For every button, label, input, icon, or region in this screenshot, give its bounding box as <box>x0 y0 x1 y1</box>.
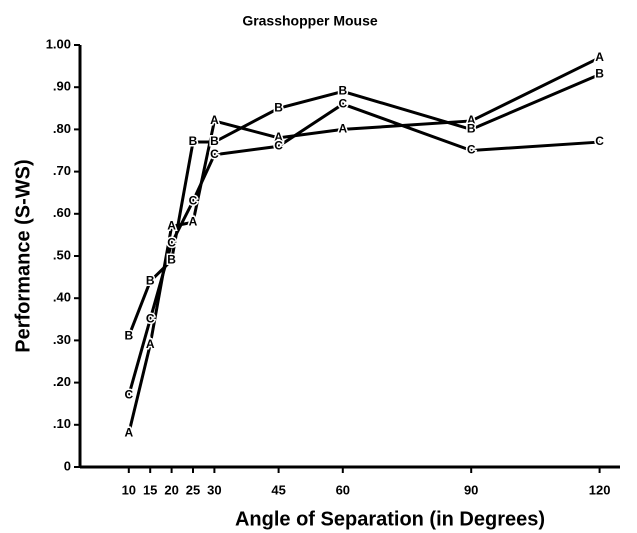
point-marker: C <box>210 147 219 161</box>
point-marker: B <box>189 134 198 148</box>
x-tick-label: 90 <box>464 482 478 497</box>
y-tick-label: .70 <box>53 163 71 178</box>
point-marker: C <box>167 236 176 250</box>
x-tick-label: 10 <box>122 482 136 497</box>
y-tick-label: .90 <box>53 79 71 94</box>
point-marker: B <box>467 122 476 136</box>
point-marker: B <box>595 67 604 81</box>
series-line <box>127 73 601 337</box>
point-marker: B <box>210 134 219 148</box>
point-marker: C <box>274 138 283 152</box>
y-tick-label: .80 <box>53 121 71 136</box>
y-tick-label: 1.00 <box>46 36 71 51</box>
x-tick-label: 45 <box>271 482 285 497</box>
x-axis-label: Angle of Separation (in Degrees) <box>235 508 545 530</box>
x-tick-label: 60 <box>336 482 350 497</box>
point-marker: A <box>124 425 133 439</box>
point-marker: B <box>338 84 347 98</box>
point-marker: C <box>595 134 604 148</box>
y-tick-label: .20 <box>53 374 71 389</box>
chart-title: Grasshopper Mouse <box>242 13 378 29</box>
y-tick-label: .30 <box>53 332 71 347</box>
point-marker: A <box>210 113 219 127</box>
x-tick-label: 30 <box>207 482 221 497</box>
point-marker: C <box>189 193 198 207</box>
point-marker: B <box>167 252 176 266</box>
x-tick-label: 120 <box>589 482 611 497</box>
x-tick-label: 15 <box>143 482 157 497</box>
y-tick-label: 0 <box>64 458 71 473</box>
series-line <box>127 102 600 396</box>
point-marker: A <box>338 122 347 136</box>
point-marker: C <box>146 311 155 325</box>
y-tick-label: .50 <box>53 247 71 262</box>
series-line <box>127 56 601 434</box>
y-tick-label: .10 <box>53 416 71 431</box>
point-marker: A <box>595 50 604 64</box>
point-marker: A <box>146 337 155 351</box>
point-marker: B <box>124 328 133 342</box>
point-marker: B <box>146 273 155 287</box>
point-marker: C <box>467 143 476 157</box>
y-axis-label: Performance (S-WS) <box>12 159 34 352</box>
point-marker: A <box>467 113 476 127</box>
point-marker: A <box>189 214 198 228</box>
point-marker: B <box>274 100 283 114</box>
point-marker: A <box>274 130 283 144</box>
y-tick-label: .60 <box>53 205 71 220</box>
point-marker: A <box>167 219 176 233</box>
x-tick-label: 20 <box>164 482 178 497</box>
y-tick-label: .40 <box>53 290 71 305</box>
point-marker: C <box>338 96 347 110</box>
x-tick-label: 25 <box>186 482 200 497</box>
point-marker: C <box>124 387 133 401</box>
